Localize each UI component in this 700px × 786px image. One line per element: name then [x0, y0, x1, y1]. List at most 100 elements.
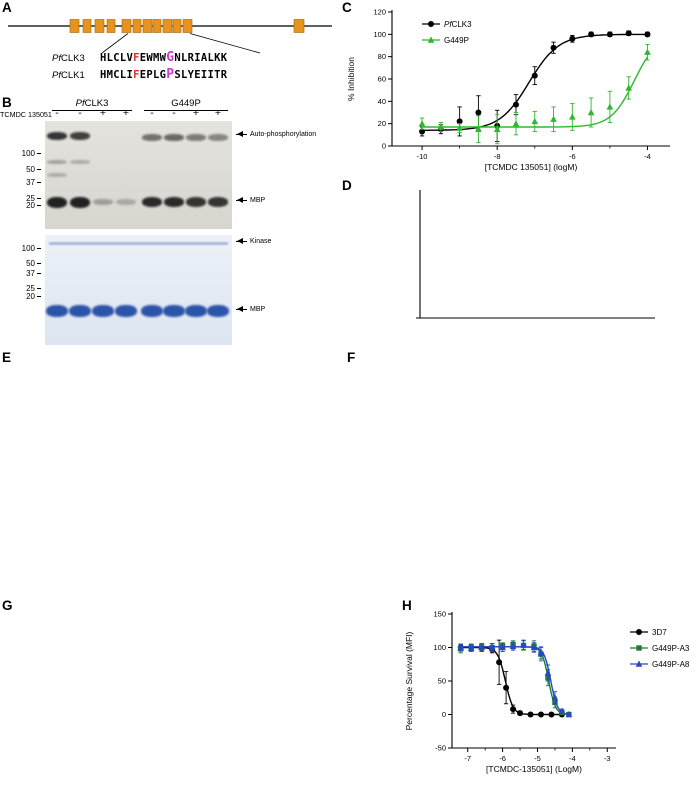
treatment-sign: + — [214, 107, 222, 119]
zoom-line — [101, 33, 129, 54]
treatment-sign: + — [122, 107, 130, 119]
panel-g-label: G — [2, 598, 13, 613]
residue: A — [200, 52, 208, 64]
mbp-band — [92, 304, 114, 317]
marker-triangle — [427, 36, 435, 43]
exon-box — [162, 19, 173, 33]
marker-circle — [588, 31, 595, 38]
panel-b: B PfCLK3 G449P TCMDC 135051- - + + - - + +100 50 37… — [0, 95, 340, 350]
x-tick-label: -6 — [569, 152, 576, 161]
exon-box — [94, 19, 105, 33]
marker-triangle — [635, 660, 643, 667]
residue: C — [113, 52, 120, 64]
panel-d-label: D — [342, 178, 352, 193]
marker-triangle — [565, 710, 573, 718]
exon-box — [82, 19, 92, 33]
mbp-band — [69, 304, 91, 317]
protein-band — [186, 133, 206, 141]
mw-label: 50 — [13, 259, 41, 268]
arrow-shaft — [236, 131, 247, 138]
amino-acid-sequence: HMCLIFEPLGPSLYEIITR — [100, 67, 227, 82]
exon-box — [69, 19, 80, 33]
marker-triangle — [606, 103, 614, 110]
marker-square — [636, 645, 642, 651]
marker-circle — [606, 31, 613, 38]
marker-triangle — [625, 84, 632, 91]
treatment-sign: + — [99, 107, 107, 119]
treatment-sign: + — [192, 107, 200, 119]
panel-e: E — [0, 350, 345, 598]
marker-triangle — [493, 125, 501, 132]
residue: L — [119, 52, 127, 64]
y-tick-label: 150 — [433, 610, 446, 619]
panel-f-label: F — [347, 350, 356, 365]
protein-band — [93, 199, 113, 205]
exon-box — [182, 19, 193, 33]
treatment-sign: - — [150, 107, 154, 119]
residue: L — [153, 69, 160, 81]
protein-band — [164, 133, 184, 141]
residue: I — [200, 69, 208, 81]
marker-circle — [625, 30, 632, 37]
protein-band — [47, 196, 67, 208]
mw-label: 25 — [13, 194, 41, 203]
residue: H — [100, 69, 107, 81]
marker-circle — [550, 44, 557, 51]
mbp-band — [46, 304, 68, 317]
panel-a: A PfCLK3 HLCLVFEWMWGNLRIALKK PfCLK1 HMCLIFE… — [0, 0, 340, 95]
gene-locus-diagram — [0, 350, 345, 598]
y-tick-label: 120 — [373, 8, 386, 17]
annotation-label: MBP — [250, 197, 266, 204]
mw-label: 37 — [13, 178, 41, 187]
sequence-alignment: PfCLK3 HLCLVFEWMWGNLRIALKK PfCLK1 HMCLIFEPL… — [52, 50, 227, 84]
alignment-row: PfCLK1 HMCLIFEPLGPSLYEIITR — [52, 67, 227, 84]
group-label-g449p: G449P — [144, 98, 228, 111]
marker-triangle — [531, 117, 539, 125]
activity-bar-chart — [416, 190, 655, 319]
y-tick-label: 60 — [378, 75, 386, 84]
y-axis-label: Percentage Survival (MFI) — [404, 631, 414, 730]
exon-box — [106, 19, 116, 33]
mw-label: 100 — [13, 149, 41, 158]
protein-band — [142, 197, 162, 207]
group-label-pfclk3: PfCLK3 — [52, 98, 132, 111]
residue: Y — [187, 69, 195, 81]
marker-circle — [512, 101, 519, 108]
mw-label: 25 — [13, 284, 41, 293]
annotation-arrow: MBP — [236, 305, 265, 313]
protein-band — [186, 197, 206, 207]
protein-band — [164, 197, 184, 207]
residue: G — [159, 69, 167, 81]
marker-triangle — [551, 694, 559, 701]
residue: S — [174, 69, 182, 81]
arrow-shaft — [236, 237, 247, 244]
mbp-band — [115, 304, 137, 317]
mbp-band — [207, 304, 229, 317]
exon-box — [132, 19, 142, 33]
residue: P — [146, 69, 153, 81]
marker-triangle — [478, 643, 485, 651]
marker-circle — [496, 659, 503, 666]
autoradiograph-gel — [45, 121, 232, 229]
marker-triangle — [530, 643, 538, 651]
protein-band — [208, 133, 228, 141]
residue: V — [126, 52, 134, 64]
legend-label: G449P-A3 — [652, 644, 690, 653]
marker-circle — [569, 35, 576, 42]
mbp-band — [141, 304, 163, 317]
marker-triangle — [587, 108, 595, 116]
residue: T — [214, 69, 221, 81]
residue: W — [159, 52, 167, 64]
protein-band — [116, 199, 136, 205]
annotation-label: Kinase — [250, 237, 272, 245]
protein-band — [47, 132, 67, 141]
treatment-label: TCMDC 135051 — [0, 110, 52, 119]
y-tick-label: 80 — [378, 52, 386, 61]
marker-triangle — [499, 643, 506, 651]
residue: N — [174, 52, 182, 64]
marker-triangle — [456, 124, 463, 131]
residue: R — [187, 52, 195, 64]
protein-band — [142, 133, 162, 141]
x-axis-label: [TCMDC 135051] (logM) — [485, 162, 578, 172]
marker-triangle — [509, 642, 517, 649]
